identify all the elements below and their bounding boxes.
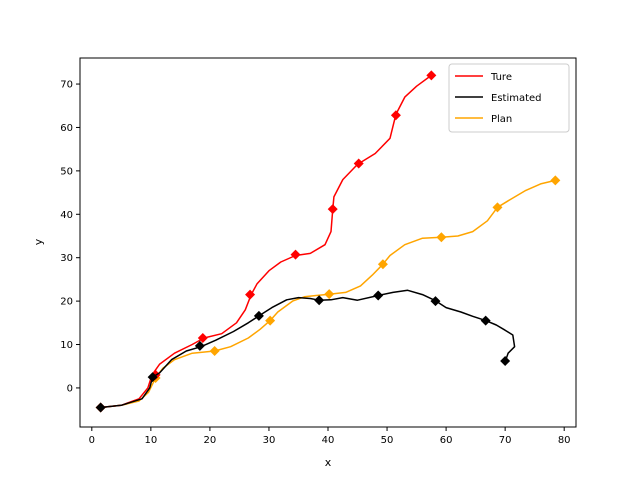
marker-plan — [436, 232, 447, 243]
x-tick-label: 60 — [440, 435, 453, 446]
marker-estimated — [147, 372, 158, 383]
marker-estimated — [253, 310, 264, 321]
marker-plan — [265, 315, 276, 326]
marker-plan — [492, 202, 503, 213]
marker-plan — [550, 175, 561, 186]
legend: Ture Estimated Plan — [448, 63, 570, 133]
marker-ture — [390, 110, 401, 121]
y-tick-label: 20 — [60, 297, 73, 308]
marker-estimated — [500, 356, 511, 367]
y-tick-label: 40 — [60, 210, 73, 221]
marker-plan — [209, 346, 220, 357]
x-tick-label: 0 — [89, 435, 95, 446]
y-tick-label: 70 — [60, 80, 73, 91]
marker-ture — [245, 289, 256, 300]
x-axis-ticks: 0 10 20 30 40 50 60 70 80 — [89, 427, 571, 446]
y-tick-label: 30 — [60, 253, 73, 264]
marker-estimated — [314, 295, 325, 306]
x-axis-label: x — [325, 456, 332, 469]
x-tick-label: 80 — [558, 435, 571, 446]
marker-estimated — [480, 315, 491, 326]
series-line-ture — [100, 74, 432, 409]
marker-estimated — [194, 340, 205, 351]
marker-ture — [353, 158, 364, 169]
x-tick-label: 10 — [144, 435, 157, 446]
y-axis-label: y — [32, 238, 45, 245]
marker-plan — [324, 289, 335, 300]
x-tick-label: 20 — [204, 435, 217, 446]
marker-ture — [197, 333, 208, 344]
y-tick-label: 60 — [60, 123, 73, 134]
y-axis-ticks: 0 10 20 30 40 50 60 70 — [60, 80, 80, 394]
marker-estimated — [95, 402, 106, 413]
marker-estimated — [373, 290, 384, 301]
series-layer — [95, 70, 561, 413]
y-tick-label: 0 — [67, 383, 73, 394]
legend-label: Ture — [490, 72, 512, 83]
marker-ture — [290, 249, 301, 260]
marker-ture — [327, 204, 338, 215]
legend-box — [448, 63, 570, 133]
marker-plan — [377, 259, 388, 270]
x-tick-label: 70 — [499, 435, 512, 446]
y-tick-label: 50 — [60, 166, 73, 177]
y-tick-label: 10 — [60, 340, 73, 351]
legend-label: Plan — [491, 114, 512, 125]
x-tick-label: 30 — [263, 435, 276, 446]
series-line-plan — [100, 179, 556, 409]
x-tick-label: 50 — [381, 435, 394, 446]
marker-ture — [426, 70, 437, 81]
marker-estimated — [430, 296, 441, 307]
x-tick-label: 40 — [322, 435, 335, 446]
legend-label: Estimated — [491, 93, 542, 104]
